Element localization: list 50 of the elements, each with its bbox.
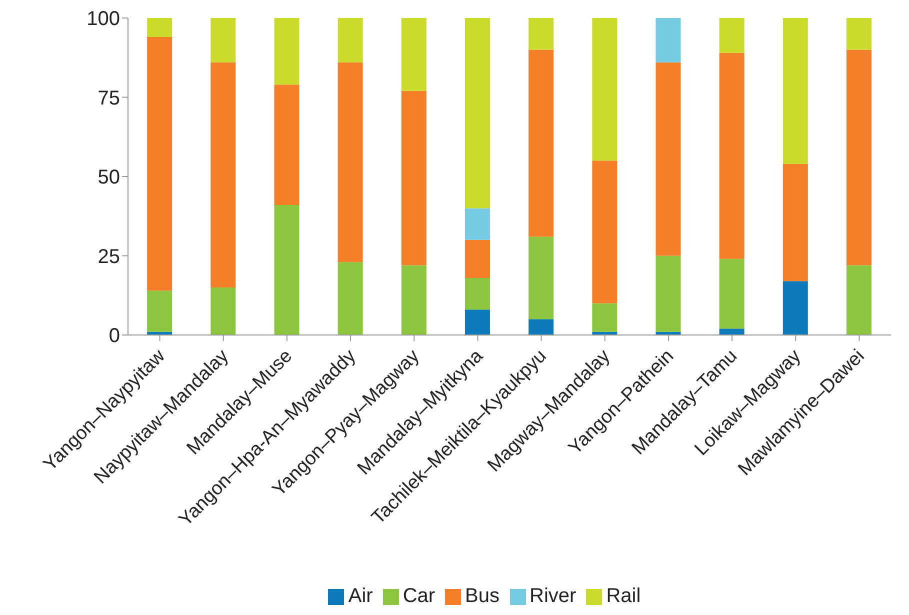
bar [719, 52, 744, 259]
bar [719, 328, 744, 335]
bar [210, 287, 236, 335]
bar [274, 84, 300, 206]
bar [338, 62, 363, 262]
bar [464, 208, 490, 240]
legend-label: Rail [606, 585, 641, 607]
bar [782, 18, 808, 164]
bar [656, 62, 681, 256]
bar [401, 18, 426, 91]
bar [782, 164, 808, 282]
y-tick-label: 100 [86, 8, 120, 30]
bar [528, 50, 554, 237]
bar [338, 18, 363, 62]
bar [274, 205, 300, 335]
bar [782, 281, 808, 335]
bar [464, 18, 490, 208]
bar [846, 265, 872, 335]
bar [147, 18, 172, 38]
y-tick-label: 50 [98, 166, 120, 189]
bar [846, 50, 872, 266]
y-tick-label: 75 [98, 87, 120, 110]
bar [210, 62, 236, 288]
legend-label: Car [402, 585, 436, 607]
bar [656, 18, 681, 62]
bar [401, 265, 426, 335]
bar [464, 278, 490, 310]
bar [846, 18, 872, 50]
bar [210, 18, 236, 62]
bar [464, 240, 490, 278]
bar [274, 18, 300, 85]
bar [528, 319, 554, 335]
legend-label: Bus [465, 585, 500, 607]
y-tick-label: 25 [98, 246, 120, 268]
bar [147, 37, 172, 291]
bar [719, 258, 744, 329]
bar [401, 90, 426, 266]
bar [147, 290, 172, 332]
bar [719, 18, 744, 53]
legend-label: Air [348, 585, 373, 607]
bar [528, 236, 554, 320]
bar [338, 262, 363, 335]
bar [592, 160, 618, 304]
bar [528, 18, 554, 50]
bar [656, 256, 681, 332]
bar [592, 18, 618, 161]
bar [464, 310, 490, 335]
bar [592, 303, 618, 332]
legend-label: River [530, 585, 576, 607]
y-tick-label: 0 [108, 325, 120, 348]
